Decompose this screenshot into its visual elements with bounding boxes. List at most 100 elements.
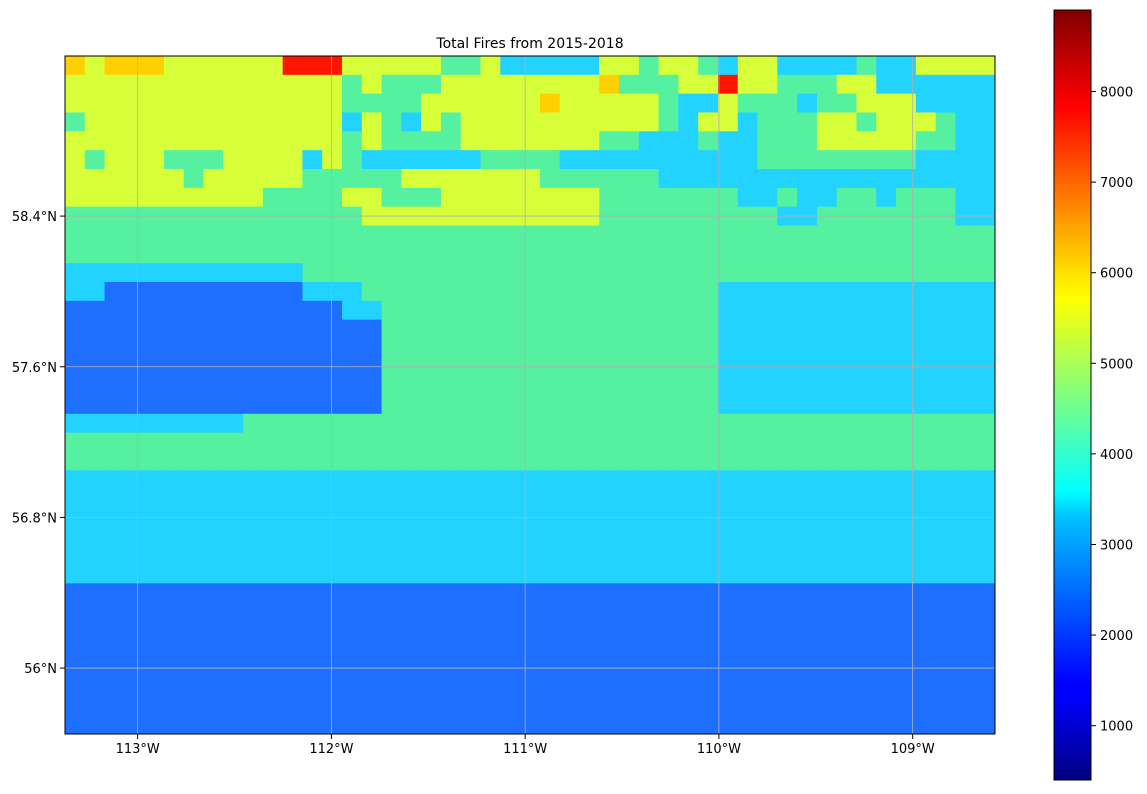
- heatmap-cell: [243, 56, 264, 76]
- heatmap-cell: [777, 282, 798, 302]
- heatmap-cell: [658, 451, 679, 471]
- heatmap-cell: [500, 696, 521, 716]
- heatmap-cell: [440, 225, 462, 245]
- heatmap-cell: [658, 677, 679, 697]
- heatmap-cell: [421, 639, 442, 660]
- heatmap-cell: [65, 545, 86, 565]
- heatmap-cell: [579, 131, 600, 151]
- heatmap-cell: [124, 74, 145, 95]
- heatmap-cell: [896, 282, 917, 302]
- x-tick-label: 112°W: [309, 742, 353, 757]
- heatmap-cell: [322, 300, 343, 321]
- heatmap-cell: [757, 150, 778, 170]
- heatmap-cell: [975, 300, 996, 321]
- heatmap-cell: [124, 169, 145, 189]
- heatmap-cell: [737, 696, 758, 716]
- heatmap-cell: [638, 112, 660, 132]
- x-tick-label: 109°W: [891, 742, 935, 757]
- heatmap-cell: [480, 489, 501, 509]
- heatmap-cell: [421, 583, 442, 603]
- heatmap-cell: [124, 93, 145, 113]
- heatmap-cell: [203, 112, 224, 132]
- heatmap-cell: [342, 489, 363, 509]
- x-tick-label: 113°W: [116, 742, 160, 757]
- heatmap-cell: [104, 56, 125, 76]
- heatmap-cell: [223, 225, 244, 245]
- heatmap-cell: [104, 696, 125, 716]
- heatmap-cell: [955, 263, 976, 283]
- heatmap-cell: [361, 225, 382, 245]
- heatmap-cell: [84, 451, 105, 471]
- heatmap-cell: [262, 564, 284, 584]
- heatmap-cell: [183, 526, 204, 547]
- heatmap-cell: [144, 300, 165, 321]
- heatmap-cell: [579, 56, 600, 76]
- heatmap-cell: [876, 56, 897, 76]
- heatmap-cell: [480, 187, 501, 208]
- heatmap-cell: [935, 74, 956, 95]
- heatmap-cell: [797, 715, 818, 735]
- heatmap-cell: [84, 225, 105, 245]
- heatmap-cell: [816, 74, 838, 95]
- heatmap-cell: [381, 263, 402, 283]
- heatmap-cell: [915, 93, 937, 113]
- heatmap-cell: [223, 677, 244, 697]
- heatmap-cell: [104, 74, 125, 95]
- heatmap-cell: [757, 131, 778, 151]
- heatmap-cell: [203, 56, 224, 76]
- heatmap-cell: [935, 338, 956, 358]
- heatmap-cell: [302, 376, 323, 396]
- heatmap-cell: [915, 677, 937, 697]
- heatmap-cell: [678, 300, 699, 321]
- heatmap-cell: [955, 225, 976, 245]
- heatmap-cell: [183, 56, 204, 76]
- heatmap-cell: [935, 395, 956, 415]
- heatmap-cell: [816, 470, 838, 490]
- heatmap-cell: [698, 526, 719, 547]
- heatmap-cell: [421, 56, 442, 76]
- heatmap-cell: [65, 677, 86, 697]
- heatmap-cell: [480, 93, 501, 113]
- heatmap-cell: [599, 150, 620, 170]
- heatmap-cell: [955, 489, 976, 509]
- heatmap-cell: [223, 187, 244, 208]
- heatmap-cell: [262, 545, 284, 565]
- colorbar-tick-label: 8000: [1100, 86, 1133, 101]
- heatmap-cell: [520, 150, 541, 170]
- heatmap-cell: [361, 150, 382, 170]
- heatmap-cell: [401, 677, 422, 697]
- heatmap-cell: [539, 526, 561, 547]
- heatmap-cell: [401, 225, 422, 245]
- heatmap-cell: [163, 244, 185, 264]
- heatmap-cell: [836, 150, 857, 170]
- heatmap-cell: [698, 131, 719, 151]
- heatmap-cell: [955, 56, 976, 76]
- heatmap-cell: [836, 432, 857, 452]
- heatmap-cell: [559, 150, 580, 170]
- heatmap-cell: [163, 526, 185, 547]
- heatmap-cell: [737, 150, 758, 170]
- heatmap-cell: [856, 715, 877, 735]
- heatmap-cell: [678, 602, 699, 622]
- heatmap-cell: [262, 93, 284, 113]
- heatmap-cell: [579, 677, 600, 697]
- heatmap-cell: [836, 470, 857, 490]
- heatmap-cell: [421, 187, 442, 208]
- heatmap-cell: [421, 338, 442, 358]
- heatmap-cell: [599, 131, 620, 151]
- heatmap-cell: [520, 376, 541, 396]
- heatmap-cell: [163, 131, 185, 151]
- y-tick-label: 56°N: [24, 662, 57, 677]
- heatmap-cell: [836, 56, 857, 76]
- heatmap-cell: [262, 470, 284, 490]
- heatmap-cell: [856, 319, 877, 339]
- heatmap-cell: [955, 677, 976, 697]
- heatmap-cell: [104, 470, 125, 490]
- heatmap-cell: [401, 74, 422, 95]
- heatmap-cell: [638, 696, 660, 716]
- heatmap-cell: [955, 583, 976, 603]
- heatmap-cell: [698, 696, 719, 716]
- heatmap-cell: [223, 696, 244, 716]
- heatmap-cell: [361, 263, 382, 283]
- heatmap-cell: [896, 545, 917, 565]
